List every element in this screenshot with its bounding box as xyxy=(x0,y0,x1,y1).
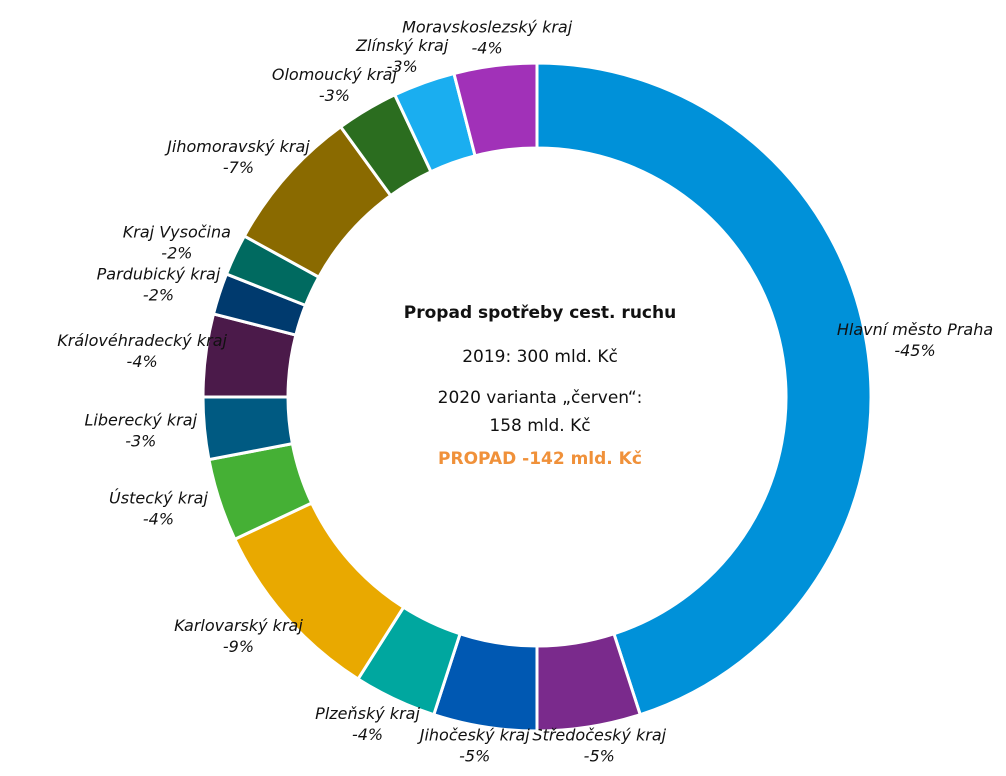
slice-label: Královéhradecký kraj xyxy=(57,331,227,350)
slice-label: Olomoucký kraj xyxy=(272,65,398,84)
slice-label: Středočeský kraj xyxy=(532,726,666,745)
slice-value-label: -3% xyxy=(319,86,350,105)
slice-label: Pardubický kraj xyxy=(97,265,221,284)
slice-value-label: -5% xyxy=(584,747,615,766)
slice-label: Kraj Vysočina xyxy=(123,222,231,241)
slice-value-label: -4% xyxy=(143,509,174,528)
slice-value-label: -4% xyxy=(127,352,158,371)
slice-value-label: -7% xyxy=(223,158,254,177)
slice-value-label: -5% xyxy=(459,747,490,766)
slice-value-label: -3% xyxy=(125,432,156,451)
slice-value-label: -9% xyxy=(223,637,254,656)
slice-value-label: -4% xyxy=(472,38,503,57)
slice-value-label: -3% xyxy=(387,57,418,76)
slice-label: Moravskoslezský kraj xyxy=(402,17,573,36)
center-highlight: PROPAD -142 mld. Kč xyxy=(438,449,642,469)
center-line: 2020 varianta „červen“: xyxy=(438,388,643,408)
slice-label: Karlovarský kraj xyxy=(174,616,303,635)
center-line: 2019: 300 mld. Kč xyxy=(462,347,618,367)
center-line: 158 mld. Kč xyxy=(489,416,590,436)
slice-value-label: -2% xyxy=(143,286,174,305)
slice-label: Jihočeský kraj xyxy=(417,726,531,745)
slice-value-label: -45% xyxy=(894,341,935,360)
slice-label: Hlavní město Praha xyxy=(837,320,993,339)
slice-label: Plzeňský kraj xyxy=(315,704,420,723)
slice-label: Jihomoravský kraj xyxy=(164,137,310,156)
slice xyxy=(535,61,873,717)
slice-value-label: -2% xyxy=(161,243,192,262)
slice-value-label: -4% xyxy=(352,725,383,744)
slice-label: Zlínský kraj xyxy=(355,36,449,55)
slice-label: Ústecký kraj xyxy=(109,488,208,507)
slice-label: Liberecký kraj xyxy=(85,411,198,430)
center-title: Propad spotřeby cest. ruchu xyxy=(404,303,676,323)
slice xyxy=(452,61,539,158)
